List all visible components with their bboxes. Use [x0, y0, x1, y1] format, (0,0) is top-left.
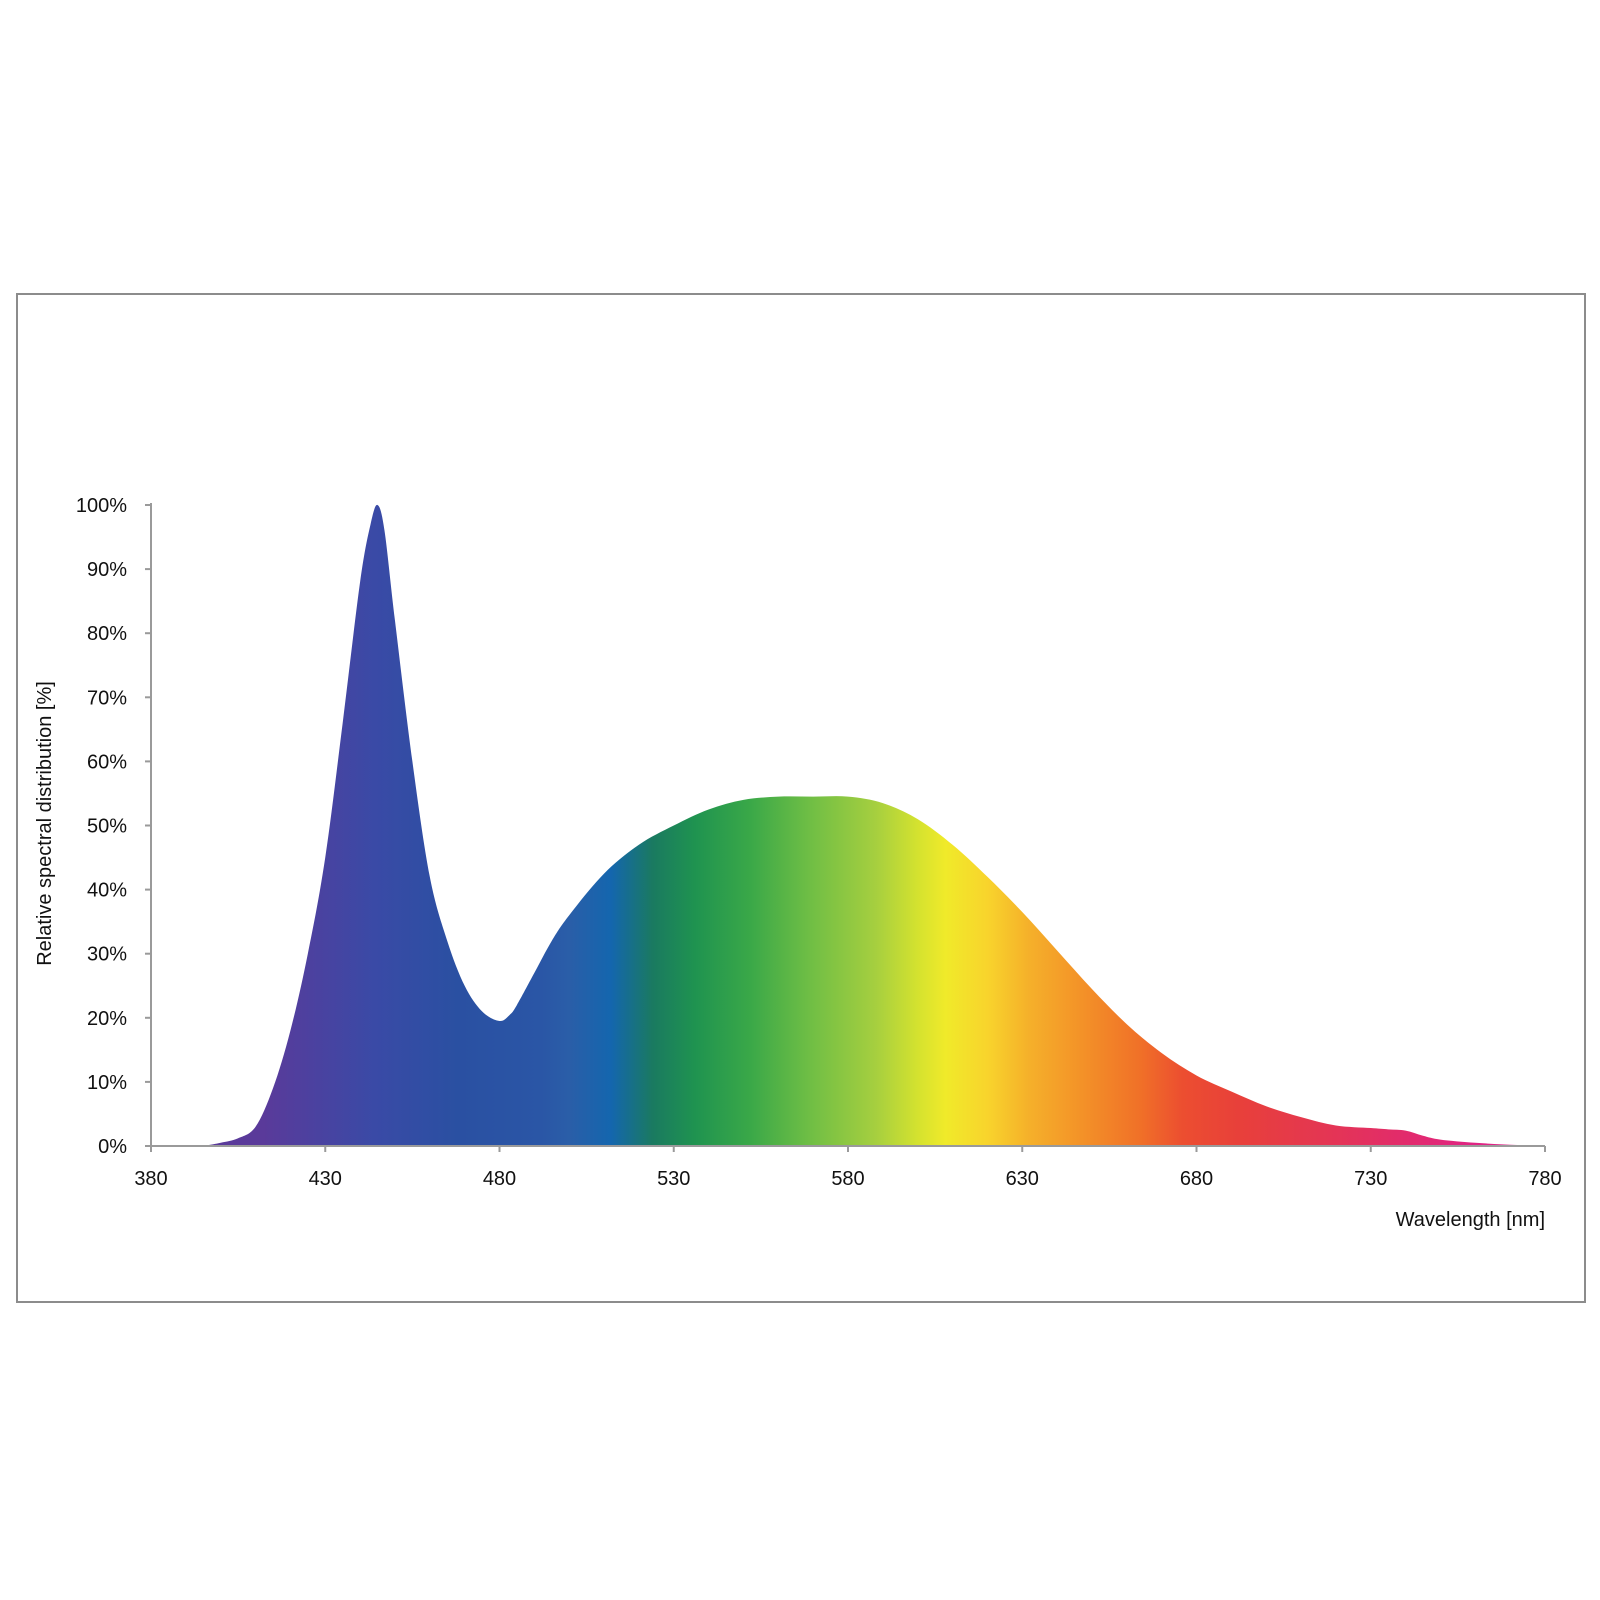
- y-tick-label: 50%: [87, 816, 127, 838]
- y-tick-label: 0%: [98, 1136, 127, 1158]
- x-tick-label: 780: [1528, 1168, 1561, 1190]
- y-tick-label: 10%: [87, 1072, 127, 1094]
- x-tick-label: 430: [309, 1168, 342, 1190]
- x-tick-label: 530: [657, 1168, 690, 1190]
- x-tick-label: 580: [831, 1168, 864, 1190]
- x-tick-label: 630: [1006, 1168, 1039, 1190]
- y-tick-label: 20%: [87, 1008, 127, 1030]
- y-axis-title: Relative spectral distribution [%]: [34, 681, 56, 966]
- y-tick-label: 70%: [87, 687, 127, 709]
- y-tick-label: 60%: [87, 751, 127, 773]
- x-tick-label: 480: [483, 1168, 516, 1190]
- x-tick-label: 680: [1180, 1168, 1213, 1190]
- y-tick-label: 80%: [87, 623, 127, 645]
- x-tick-label: 380: [134, 1168, 167, 1190]
- y-tick-label: 100%: [76, 495, 127, 517]
- x-axis-ticks: 380 430 480 530 580 630 680 730 780: [134, 1146, 1562, 1190]
- y-axis-ticks: 0% 10% 20% 30% 40% 50% 60% 70% 80% 90% 100%: [76, 495, 151, 1158]
- spectrum-area: [203, 504, 1545, 1146]
- x-tick-label: 730: [1354, 1168, 1387, 1190]
- y-tick-label: 90%: [87, 559, 127, 581]
- x-axis-title: Wavelength [nm]: [1396, 1209, 1545, 1231]
- y-tick-label: 40%: [87, 880, 127, 902]
- y-tick-label: 30%: [87, 944, 127, 966]
